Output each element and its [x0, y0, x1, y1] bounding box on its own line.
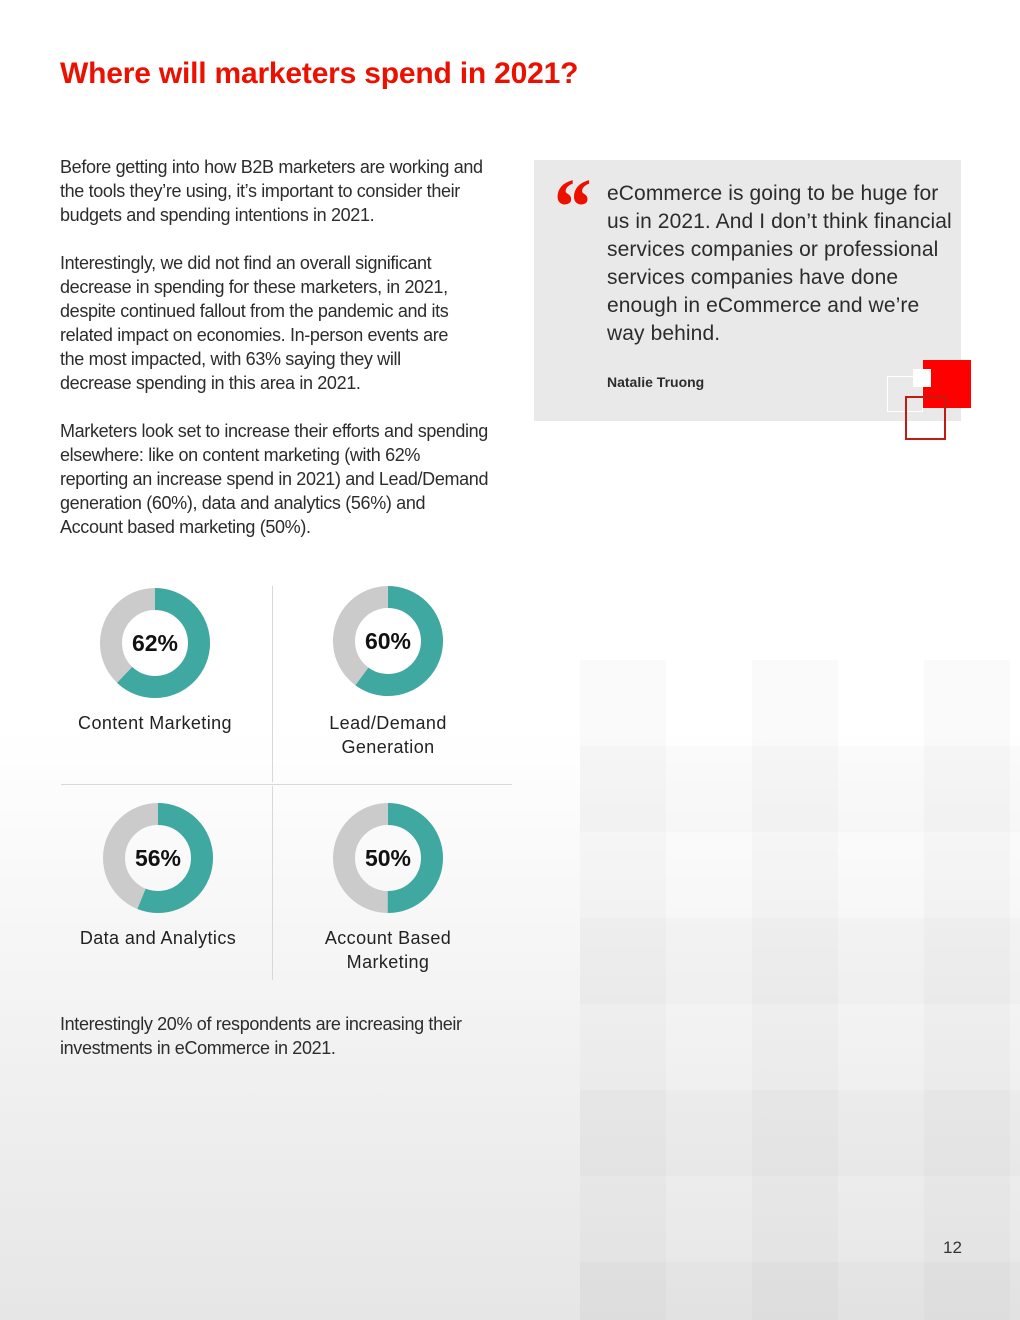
grid-divider-vertical [272, 786, 273, 980]
donut-percent-label: 56% [135, 845, 181, 871]
decorative-squares [887, 360, 977, 442]
donut-data-analytics: 56% Data and Analytics [58, 801, 258, 950]
donut-percent-label: 60% [365, 628, 411, 654]
intro-paragraph: Before getting into how B2B marketers ar… [60, 157, 483, 225]
donut-chart: 50% [333, 803, 443, 913]
grid-divider-vertical [272, 586, 273, 782]
quote-box: “ eCommerce is going to be huge for us i… [534, 160, 961, 421]
donut-label: Data and Analytics [79, 928, 237, 948]
grid-divider-horizontal [61, 784, 512, 785]
donut-content-marketing: 62% Content Marketing [55, 586, 255, 735]
donut-label: Account Based Marketing [324, 928, 452, 972]
donut-lead-demand: 60% Lead/Demand Generation [288, 584, 488, 759]
donut-percent-label: 62% [132, 630, 178, 656]
closing-paragraph: Interestingly 20% of respondents are inc… [60, 1014, 462, 1058]
increase-paragraph: Marketers look set to increase their eff… [60, 421, 489, 537]
donut-value-arc [100, 588, 210, 698]
donut-chart: 56% [103, 803, 213, 913]
page-title: Where will marketers spend in 2021? [60, 57, 579, 90]
donut-value-arc [333, 586, 443, 696]
spending-paragraph: Interestingly, we did not find an overal… [60, 253, 449, 393]
donut-chart: 62% [100, 588, 210, 698]
donut-value-arc [103, 803, 213, 913]
quote-text: eCommerce is going to be huge for us in … [607, 182, 952, 345]
donut-percent-label: 50% [365, 845, 411, 871]
donut-value-arc [333, 803, 443, 913]
page-number: 12 [943, 1238, 962, 1257]
donut-label: Lead/Demand Generation [329, 713, 447, 757]
donut-account-based: 50% Account Based Marketing [288, 801, 488, 974]
quote-author: Natalie Truong [607, 374, 705, 390]
background-tiles [580, 660, 1020, 1320]
quote-mark-icon: “ [550, 164, 590, 252]
donut-label: Content Marketing [78, 713, 232, 733]
donut-chart: 60% [333, 586, 443, 696]
